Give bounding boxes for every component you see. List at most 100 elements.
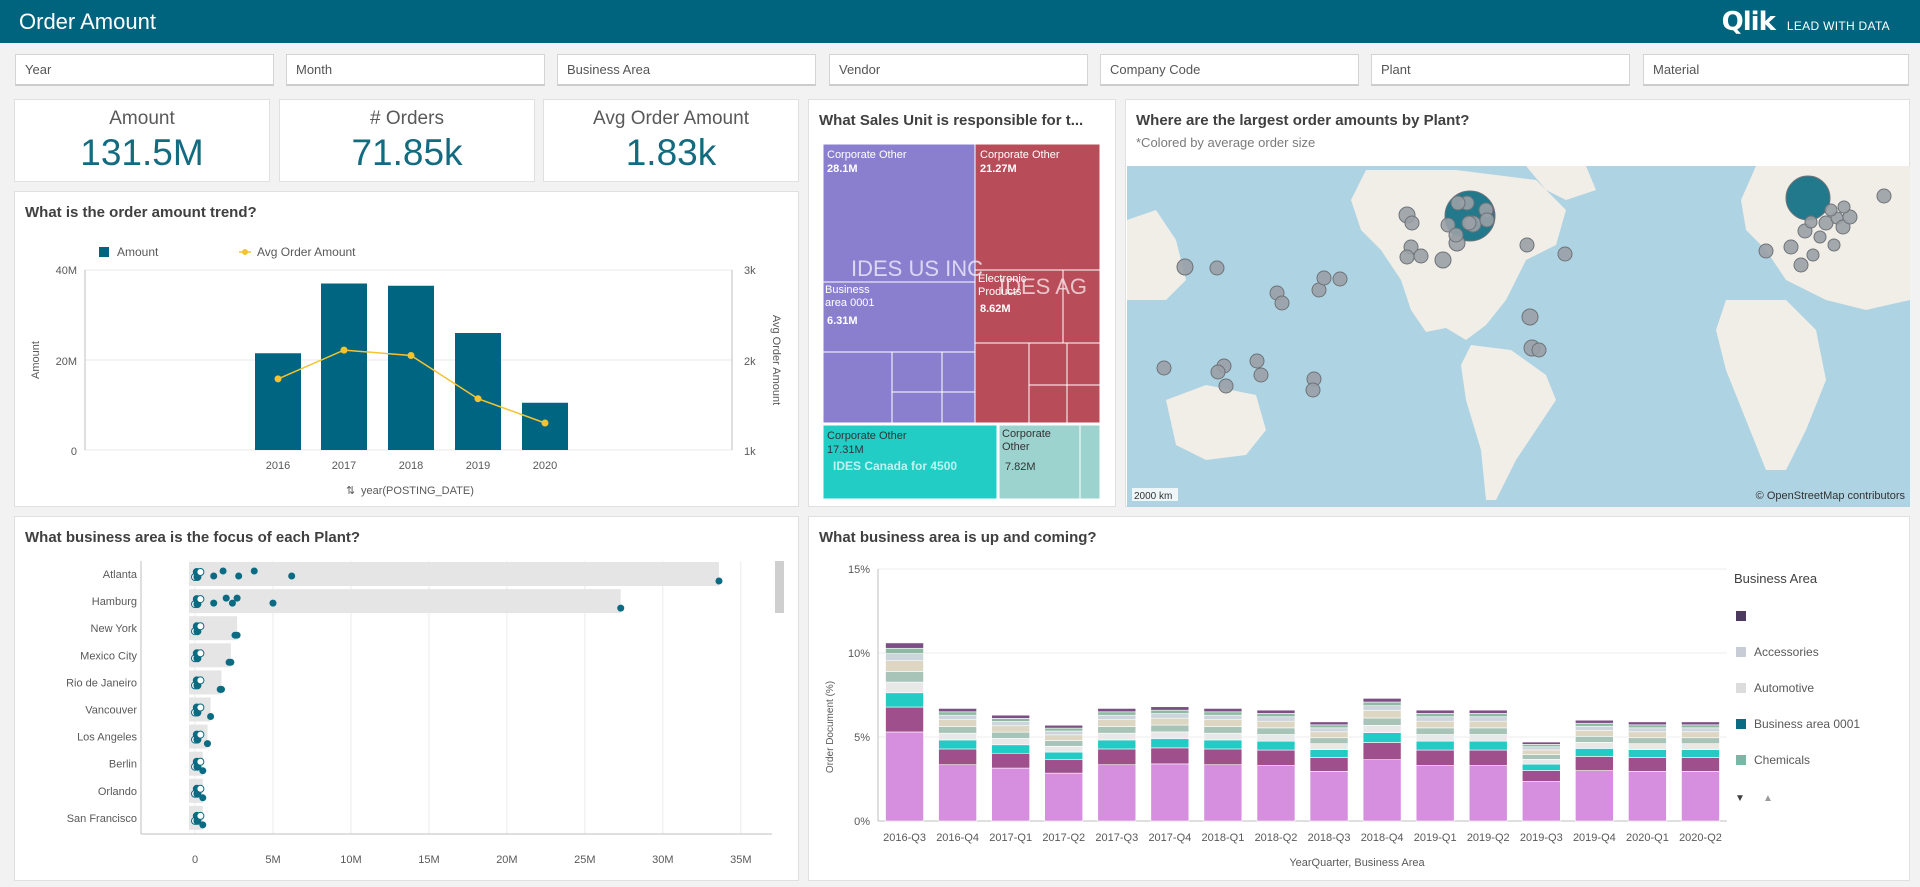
stack-segment[interactable] [1415,716,1455,722]
stack-segment[interactable] [1628,749,1667,758]
trend-chart-card[interactable]: What is the order amount trend? Amount A… [14,191,799,507]
stack-segment[interactable] [1468,716,1508,722]
treemap-cell[interactable] [822,424,998,500]
stack-segment[interactable] [1681,724,1720,729]
stack-segment[interactable] [885,660,924,672]
stack-segment[interactable] [1256,740,1296,751]
map-marker[interactable] [1783,239,1799,255]
map-marker[interactable] [1521,308,1539,326]
stack-segment[interactable] [1468,727,1508,735]
stack-segment[interactable] [1150,713,1190,719]
stack-segment[interactable] [938,711,977,716]
stack-segment[interactable] [1628,743,1667,750]
stack-segment[interactable] [991,718,1030,722]
bar-amount-2017[interactable] [321,283,367,451]
filter-company-code[interactable]: Company Code [1100,54,1359,86]
treemap-cell[interactable] [891,351,943,393]
plant-dot[interactable] [196,784,205,793]
map-marker[interactable] [1274,295,1290,311]
stack-segment[interactable] [1044,740,1084,747]
plant-dot-total[interactable] [199,767,207,775]
map-marker[interactable] [1824,203,1838,217]
legend-scroll-down-icon[interactable]: ▼ [1735,793,1745,804]
stack-segment[interactable] [1575,729,1614,737]
plant-dot[interactable] [196,811,205,820]
avg-order-point-2019[interactable] [474,395,482,403]
map-marker[interactable] [1827,238,1841,252]
map-marker[interactable] [1399,249,1415,265]
map-marker[interactable] [1404,215,1420,231]
stack-segment[interactable] [1628,771,1667,822]
stack-segment[interactable] [1309,721,1349,726]
stack-segment[interactable] [1256,713,1296,718]
stack-segment[interactable] [1097,711,1137,716]
map-marker[interactable] [1804,215,1818,229]
stack-segment[interactable] [1150,763,1190,822]
avg-order-point-2020[interactable] [541,419,549,427]
legend-swatch[interactable] [1736,719,1746,729]
stack-segment[interactable] [885,671,924,683]
plant-dot[interactable] [196,649,205,658]
treemap-cell[interactable] [1066,342,1101,386]
stack-segment[interactable] [1097,748,1137,766]
stack-segment[interactable] [1256,720,1296,729]
legend-swatch[interactable] [1736,611,1746,621]
map-attribution[interactable]: © OpenStreetMap contributors [1756,490,1906,502]
stack-segment[interactable] [1628,737,1667,744]
map-marker[interactable] [1793,257,1809,273]
stack-segment[interactable] [885,653,924,662]
stack-segment[interactable] [1521,749,1561,755]
stack-segment[interactable] [1044,730,1084,736]
map-marker[interactable] [1557,246,1573,262]
stack-segment[interactable] [938,764,977,822]
stack-segment[interactable] [1415,740,1455,751]
stack-segment[interactable] [1309,771,1349,822]
stack-segment[interactable] [1256,727,1296,735]
stack-segment[interactable] [1044,746,1084,753]
plant-dot[interactable] [250,567,258,575]
map-marker[interactable] [1413,248,1429,264]
map-marker[interactable] [1253,367,1269,383]
legend-scroll-up-icon[interactable]: ▲ [1763,793,1773,804]
plant-dot-total[interactable] [617,604,625,612]
stack-segment[interactable] [1468,734,1508,742]
plant-dot-total[interactable] [199,821,207,829]
stack-segment[interactable] [1681,737,1720,744]
stack-segment[interactable] [885,681,924,694]
stack-segment[interactable] [1415,749,1455,766]
stack-segment[interactable] [938,739,977,750]
stack-segment[interactable] [1415,734,1455,742]
stack-segment[interactable] [1575,719,1614,724]
plant-dot[interactable] [225,658,233,666]
stack-segment[interactable] [1203,764,1243,822]
plant-bar-hamburg[interactable] [189,589,621,614]
filter-business-area[interactable]: Business Area [557,54,816,86]
stack-segment[interactable] [1044,727,1084,732]
plant-dot[interactable] [228,599,236,607]
treemap-cell[interactable] [822,351,893,424]
treemap-cell[interactable] [1079,424,1101,500]
map-marker[interactable] [1209,260,1225,276]
plant-bar-atlanta[interactable] [189,562,719,586]
map-marker[interactable] [1461,215,1477,231]
stack-segment[interactable] [1575,742,1614,749]
plant-dot[interactable] [196,568,205,576]
stack-segment[interactable] [1203,711,1243,716]
stack-segment[interactable] [1628,731,1667,739]
plant-dot[interactable] [196,595,205,604]
stack-segment[interactable] [1415,727,1455,735]
legend-label[interactable]: Business area 0001 [1754,717,1860,731]
plant-dot[interactable] [288,572,296,580]
map-card[interactable]: Where are the largest order amounts by P… [1125,99,1910,507]
plant-dot[interactable] [233,594,241,602]
stack-segment[interactable] [1681,743,1720,750]
stack-segment[interactable] [1575,756,1614,771]
plant-dot-total[interactable] [203,740,211,748]
stack-segment[interactable] [1628,727,1667,733]
stack-segment[interactable] [1362,742,1402,760]
stack-segment[interactable] [1521,741,1561,745]
treemap-cell[interactable] [1028,384,1068,424]
map-marker[interactable] [1210,364,1226,380]
stack-segment[interactable] [1309,731,1349,739]
plant-dot[interactable] [196,676,205,685]
